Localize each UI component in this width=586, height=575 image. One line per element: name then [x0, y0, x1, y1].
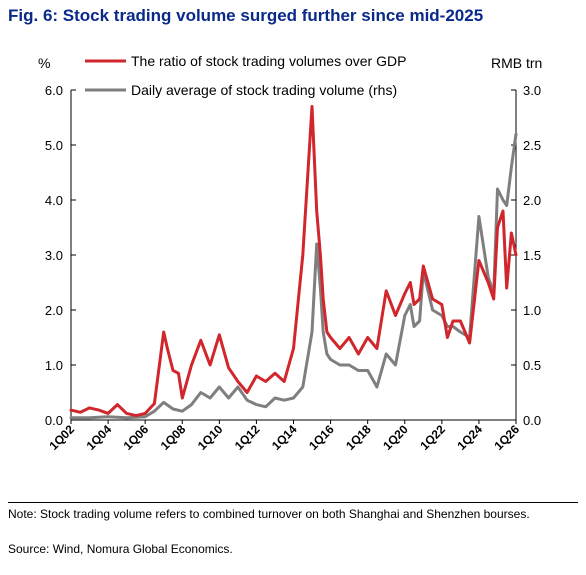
footer-divider: [8, 502, 578, 503]
x-tick-label: 1Q10: [195, 422, 226, 453]
chart-plot-area: [69, 105, 518, 420]
right-y-tick-label: 0.0: [523, 413, 541, 428]
chart-legend: The ratio of stock trading volumes over …: [85, 53, 406, 98]
left-y-tick-label: 1.0: [45, 358, 63, 373]
x-tick-label: 1Q16: [306, 422, 337, 453]
chart-title: Fig. 6: Stock trading volume surged furt…: [8, 6, 484, 25]
series-line-volume: [69, 132, 518, 420]
left-y-tick-label: 4.0: [45, 193, 63, 208]
line-chart: % RMB trn 0.0 1.0 2.0 3.0 4.0 5.0 6.0 0.0 0.5 1.0 1.…: [38, 53, 542, 453]
left-y-tick-label: 2.0: [45, 303, 63, 318]
x-tick-label: 1Q08: [158, 422, 189, 453]
left-axis-unit: %: [38, 55, 50, 71]
x-tick-label: 1Q14: [269, 422, 300, 453]
x-tick-label: 1Q26: [491, 422, 522, 453]
series-line-ratio: [69, 105, 518, 418]
left-y-tick-label: 0.0: [45, 413, 63, 428]
right-y-tick-label: 2.5: [523, 138, 541, 153]
right-y-tick-label: 2.0: [523, 193, 541, 208]
x-tick-label: 1Q18: [343, 422, 374, 453]
chart-note: Note: Stock trading volume refers to com…: [8, 507, 530, 521]
right-y-tick-label: 3.0: [523, 83, 541, 98]
x-tick-label: 1Q04: [84, 422, 115, 453]
right-y-tick-label: 1.0: [523, 303, 541, 318]
legend-label-ratio: The ratio of stock trading volumes over …: [131, 53, 406, 69]
chart-source: Source: Wind, Nomura Global Economics.: [8, 542, 233, 556]
x-tick-label: 1Q22: [417, 422, 448, 453]
right-y-tick-label: 1.5: [523, 248, 541, 263]
left-y-tick-label: 3.0: [45, 248, 63, 263]
x-tick-label: 1Q20: [380, 422, 411, 453]
chart-axes: % RMB trn 0.0 1.0 2.0 3.0 4.0 5.0 6.0 0.0 0.5 1.0 1.…: [38, 55, 542, 453]
left-y-tick-label: 6.0: [45, 83, 63, 98]
x-tick-label: 1Q12: [232, 422, 263, 453]
right-y-tick-label: 0.5: [523, 358, 541, 373]
x-tick-label: 1Q24: [454, 422, 485, 453]
left-y-tick-label: 5.0: [45, 138, 63, 153]
x-tick-label: 1Q06: [121, 422, 152, 453]
legend-label-volume: Daily average of stock trading volume (r…: [131, 82, 397, 98]
right-axis-unit: RMB trn: [491, 55, 542, 71]
